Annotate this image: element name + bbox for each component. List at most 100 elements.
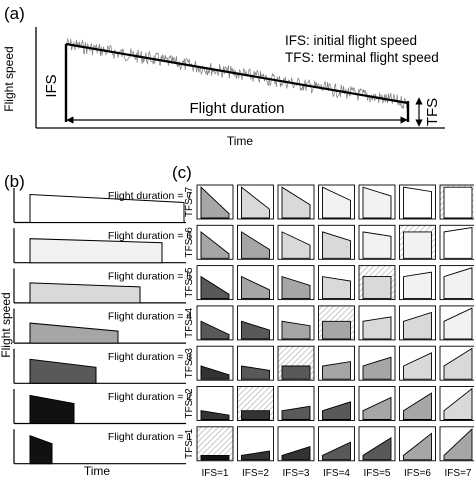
- panel-b-flight-shape: [29, 282, 141, 304]
- panel-c-flight-shape: [362, 396, 392, 420]
- panel-c-flight-shape: [362, 436, 392, 461]
- panel-c-cell: [196, 265, 234, 301]
- panel-c-row-label: TFS=6: [184, 227, 195, 258]
- panel-c-flight-shape: [200, 454, 230, 461]
- panel-c-cell: [358, 345, 396, 381]
- panel-c-cell: [196, 386, 234, 421]
- panel-c-cell: [196, 184, 234, 220]
- panel-a-legend-tfs: TFS: terminal flight speed: [285, 50, 439, 65]
- panel-c-flight-shape: [403, 231, 432, 259]
- panel-c-cell: [399, 345, 436, 381]
- panel-a-duration-label: Flight duration: [189, 100, 284, 117]
- panel-c-flight-shape: [443, 307, 473, 340]
- panel-c-flight-shape: [281, 445, 311, 461]
- panel-b-row: Flight duration = 3: [13, 348, 192, 384]
- panel-c-cell: [399, 426, 436, 462]
- panel-c-flight-shape: [200, 320, 230, 340]
- panel-b-y-axis-label: Flight speed: [0, 292, 13, 357]
- panel-c-cell: [439, 426, 474, 462]
- panel-c-cell: [277, 386, 315, 421]
- panel-c-cell: [439, 265, 474, 301]
- panel-b-rows: Flight duration = 7 Flight duration = 6 Fl…: [13, 188, 193, 465]
- panel-c-flight-shape: [322, 441, 351, 461]
- panel-a-y-axis-label: Flight speed: [2, 46, 16, 111]
- panel-c-col-label: IFS=4: [323, 468, 350, 477]
- panel-c-cell: [277, 265, 315, 301]
- panel-c-flight-shape: [403, 392, 432, 420]
- panel-c-cell: [196, 426, 234, 462]
- panel-c-flight-shape: [443, 387, 473, 420]
- panel-c-col-label: IFS=1: [202, 468, 229, 477]
- panel-a-x-axis-label: Time: [227, 134, 254, 148]
- panel-c-flight-shape: [281, 231, 311, 259]
- panel-c-row-label: TFS=7: [184, 186, 195, 217]
- panel-c-flight-shape: [241, 275, 270, 300]
- panel-c-flight-shape: [200, 186, 230, 219]
- panel-c-row-label: TFS=5: [184, 267, 195, 298]
- panel-c-cell: [196, 305, 234, 341]
- panel-c-flight-shape: [322, 186, 351, 219]
- panel-c-letter: (c): [172, 163, 192, 182]
- panel-b-row-label: Flight duration = 2: [108, 391, 193, 403]
- panel-c-cell: [237, 386, 274, 421]
- panel-c-cell: [318, 345, 355, 381]
- panel-c-cell: [399, 224, 436, 260]
- panel-c-cell: [439, 184, 474, 220]
- panel-c-cell: [318, 265, 355, 301]
- panel-b-row: Flight duration = 4: [13, 308, 193, 344]
- panel-c-cell: [399, 265, 436, 301]
- panel-a: (a) Flight speed Time IFS TFS Flight dur…: [2, 4, 445, 148]
- panel-c-flight-shape: [200, 275, 230, 300]
- panel-c-cell: [318, 184, 355, 220]
- panel-c-flight-shape: [362, 276, 392, 300]
- panel-c-flight-shape: [241, 320, 270, 340]
- panel-c-col-label: IFS=5: [364, 468, 391, 477]
- panel-b-row-label: Flight duration = 4: [108, 311, 193, 323]
- panel-a-trend-line: [65, 42, 409, 105]
- panel-b-row-label: Flight duration = 5: [108, 270, 193, 282]
- panel-c-col-label: IFS=2: [242, 468, 269, 477]
- panel-c-col-label: IFS=7: [445, 468, 472, 477]
- panel-c-flight-shape: [241, 231, 270, 259]
- panel-c-cell: [399, 305, 436, 341]
- panel-c-row-label: TFS=2: [184, 388, 195, 419]
- panel-c-cell: [439, 224, 474, 260]
- panel-c-cell: [277, 345, 315, 381]
- panel-a-letter: (a): [4, 4, 25, 23]
- panel-c-flight-shape: [362, 356, 392, 380]
- panel-c-flight-shape: [443, 186, 473, 219]
- panel-b-row: Flight duration = 6: [13, 228, 193, 264]
- panel-b-row-label: Flight duration = 6: [108, 230, 193, 242]
- panel-c-flight-shape: [443, 226, 473, 259]
- panel-c-flight-shape: [362, 316, 392, 340]
- panel-c-flight-shape: [281, 320, 311, 340]
- panel-b: (b) Flight speed Time Flight duration = …: [0, 172, 192, 477]
- panel-c-flight-shape: [322, 231, 351, 259]
- panel-a-tfs-label: TFS: [424, 98, 441, 126]
- panel-c-flight-shape: [322, 320, 351, 340]
- panel-c-flight-shape: [443, 267, 473, 300]
- panel-c-cell: [196, 345, 234, 381]
- panel-b-flight-shape: [29, 394, 75, 424]
- panel-c-cell: [196, 224, 234, 260]
- panel-c-cell: [277, 426, 315, 462]
- panel-c-flight-shape: [322, 361, 351, 380]
- panel-b-flight-shape: [29, 238, 163, 264]
- panel-c-flight-shape: [443, 427, 473, 461]
- panel-c-col-labels: IFS=1 IFS=2 IFS=3 IFS=4 IFS=5 IFS=6 IFS=7: [202, 468, 472, 477]
- panel-c-cell: [358, 224, 396, 260]
- panel-c-cell: [237, 426, 274, 462]
- panel-c-flight-shape: [241, 186, 270, 219]
- panel-a-ifs-label: IFS: [43, 74, 60, 97]
- panel-c-flight-shape: [241, 450, 270, 461]
- panel-c-cell: [237, 224, 274, 260]
- panel-b-flight-shape: [29, 434, 53, 465]
- panel-b-x-axis-label: Time: [84, 464, 111, 477]
- panel-c: (c) TFS=7TFS=6TFS=5TFS=4TFS=3TFS=2TFS=1 …: [172, 163, 474, 477]
- panel-c-flight-shape: [403, 186, 432, 219]
- panel-b-row-label: Flight duration = 7: [108, 190, 193, 202]
- panel-c-flight-shape: [443, 347, 473, 380]
- panel-c-flight-shape: [200, 230, 230, 259]
- panel-c-flight-shape: [322, 276, 351, 300]
- panel-c-flight-shape: [362, 231, 392, 259]
